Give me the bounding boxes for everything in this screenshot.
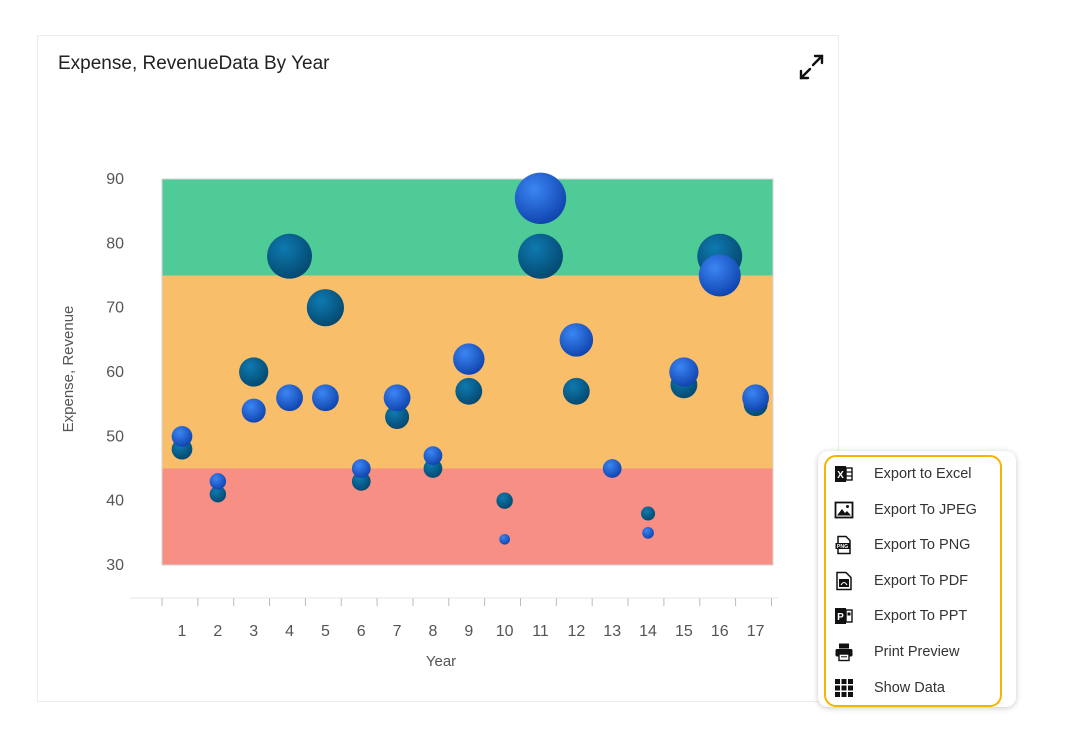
- export-menu-list: X Export to Excel Export To JPEG PNG: [824, 455, 1002, 707]
- x-tick-label: 17: [747, 623, 765, 640]
- x-tick-label: 7: [393, 623, 402, 640]
- bubble-revenue-6[interactable]: [351, 459, 371, 478]
- bubble-revenue-4[interactable]: [276, 384, 303, 412]
- x-tick-label: 15: [675, 623, 693, 640]
- bubble-revenue-7[interactable]: [383, 384, 411, 412]
- ppt-icon: P: [834, 606, 854, 626]
- bubble-revenue-5[interactable]: [312, 384, 339, 412]
- x-tick-label: 9: [464, 623, 473, 640]
- bubble-expense-6[interactable]: [351, 471, 371, 491]
- x-tick-label: 13: [603, 623, 621, 640]
- bubble-expense-12[interactable]: [562, 377, 590, 405]
- png-icon: PNG: [834, 535, 854, 555]
- bubble-expense-3[interactable]: [239, 357, 269, 387]
- x-axis-label: Year: [426, 653, 456, 670]
- bubble-revenue-8[interactable]: [423, 446, 443, 466]
- bubble-revenue-17[interactable]: [742, 384, 769, 412]
- svg-text:X: X: [837, 470, 844, 481]
- bubble-revenue-14[interactable]: [642, 526, 654, 539]
- export-menu: X Export to Excel Export To JPEG PNG: [818, 451, 1016, 707]
- menu-item-label: Export To JPEG: [874, 502, 977, 518]
- bubble-expense-9[interactable]: [455, 377, 483, 405]
- y-tick-label: 30: [106, 557, 124, 574]
- bubble-revenue-10[interactable]: [499, 533, 510, 545]
- x-tick-label: 2: [213, 623, 222, 640]
- bubble-revenue-1[interactable]: [171, 425, 193, 447]
- x-tick-label: 4: [285, 623, 294, 640]
- y-tick-label: 40: [106, 493, 124, 510]
- y-tick-label: 70: [106, 300, 124, 317]
- menu-item-label: Export To PDF: [874, 573, 969, 589]
- bubble-revenue-16[interactable]: [698, 254, 741, 297]
- printer-icon: [834, 642, 854, 662]
- y-tick-label: 80: [106, 235, 124, 252]
- svg-text:PNG: PNG: [837, 544, 848, 550]
- expand-icon[interactable]: [797, 52, 827, 82]
- chart-card: 1 2 3 4 5 6 7 8 9 10 11 12 13 14 15 16 17 30 40 50 60 70 80 90 …: [37, 35, 839, 702]
- menu-item-print-preview[interactable]: Print Preview: [834, 638, 1000, 666]
- menu-item-label: Show Data: [874, 680, 945, 696]
- bubble-revenue-15[interactable]: [669, 357, 699, 387]
- menu-item-label: Export To PNG: [874, 537, 971, 553]
- x-tick-label: 8: [428, 623, 437, 640]
- x-tick-label: 10: [496, 623, 514, 640]
- chart-title: Expense, RevenueData By Year: [58, 53, 330, 74]
- y-tick-label: 90: [106, 171, 124, 188]
- menu-item-label: Print Preview: [874, 644, 960, 660]
- menu-item-label: Export to Excel: [874, 466, 972, 482]
- y-axis-label: Expense, Revenue: [60, 306, 77, 433]
- image-icon: [834, 500, 854, 520]
- y-tick-label: 60: [106, 364, 124, 381]
- menu-item-export-pdf[interactable]: Export To PDF: [834, 567, 1000, 595]
- bubble-expense-11[interactable]: [518, 233, 563, 279]
- menu-item-label: Export To PPT: [874, 608, 968, 624]
- menu-item-export-jpeg[interactable]: Export To JPEG: [834, 496, 1000, 524]
- grid-icon: [834, 678, 854, 698]
- x-tick-label: 12: [567, 623, 585, 640]
- menu-item-export-ppt[interactable]: P Export To PPT: [834, 602, 1000, 630]
- y-tick-label: 50: [106, 428, 124, 445]
- plot-band-2: [162, 179, 773, 276]
- bubble-revenue-3[interactable]: [241, 398, 266, 423]
- excel-icon: X: [834, 464, 854, 484]
- menu-item-export-excel[interactable]: X Export to Excel: [834, 460, 1000, 488]
- bubble-revenue-12[interactable]: [559, 323, 594, 357]
- x-tick-label: 14: [639, 623, 657, 640]
- plot-band-0: [162, 468, 773, 565]
- x-tick-label: 6: [357, 623, 366, 640]
- bubble-expense-2[interactable]: [209, 486, 227, 503]
- x-tick-label: 5: [321, 623, 330, 640]
- svg-text:P: P: [837, 612, 844, 623]
- bubble-chart: 1 2 3 4 5 6 7 8 9 10 11 12 13 14 15 16 1730405060708090 …: [60, 171, 778, 670]
- bubble-expense-10[interactable]: [496, 492, 513, 509]
- bubble-expense-8[interactable]: [423, 459, 443, 478]
- bubble-expense-7[interactable]: [385, 405, 410, 430]
- bubble-expense-4[interactable]: [267, 233, 313, 279]
- bubble-revenue-9[interactable]: [453, 343, 485, 375]
- x-tick-label: 3: [249, 623, 258, 640]
- bubble-revenue-2[interactable]: [209, 473, 227, 490]
- x-tick-label: 1: [178, 623, 187, 640]
- menu-item-show-data[interactable]: Show Data: [834, 674, 1000, 702]
- pdf-icon: [834, 571, 854, 591]
- bubble-revenue-11[interactable]: [514, 172, 567, 224]
- bubble-expense-14[interactable]: [641, 506, 656, 521]
- bubble-revenue-13[interactable]: [602, 459, 622, 478]
- plot-border: [161, 178, 774, 566]
- x-tick-label: 16: [711, 623, 729, 640]
- x-tick-label: 11: [532, 623, 549, 640]
- menu-item-export-png[interactable]: PNG Export To PNG: [834, 531, 1000, 559]
- bubble-expense-5[interactable]: [306, 289, 344, 327]
